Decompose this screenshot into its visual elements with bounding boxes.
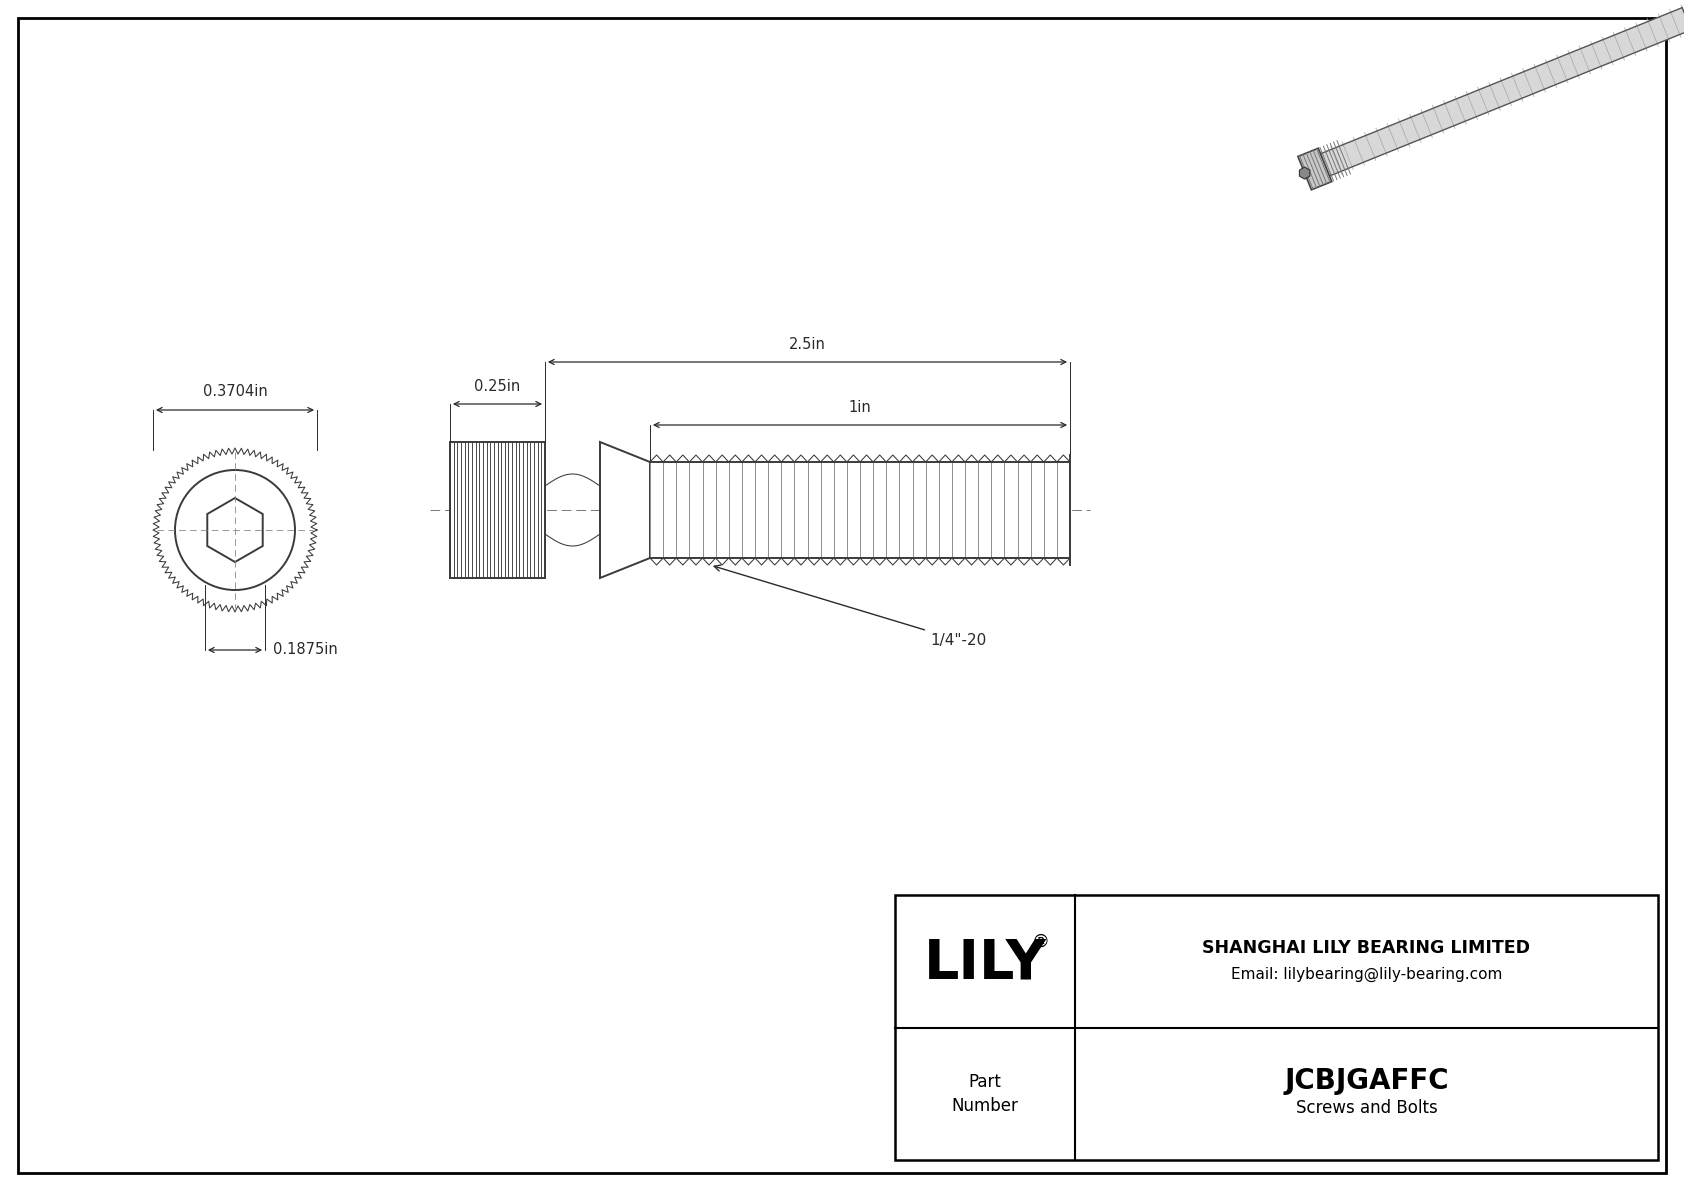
Text: 0.3704in: 0.3704in	[202, 384, 268, 399]
Bar	[450, 442, 546, 578]
Polygon shape	[1298, 148, 1332, 189]
Polygon shape	[1320, 7, 1684, 176]
Text: LILY: LILY	[923, 936, 1046, 990]
Text: 1in: 1in	[849, 400, 871, 414]
Text: SHANGHAI LILY BEARING LIMITED: SHANGHAI LILY BEARING LIMITED	[1202, 940, 1531, 958]
Bar	[650, 462, 1069, 559]
Text: JCBJGAFFC: JCBJGAFFC	[1285, 1067, 1448, 1095]
Circle shape	[175, 470, 295, 590]
Text: 1/4"-20: 1/4"-20	[714, 565, 987, 648]
Text: ®: ®	[1031, 933, 1049, 950]
Polygon shape	[1300, 167, 1310, 179]
Text: 0.1875in: 0.1875in	[273, 642, 338, 657]
Text: Email: lilybearing@lily-bearing.com: Email: lilybearing@lily-bearing.com	[1231, 967, 1502, 981]
Polygon shape	[207, 498, 263, 562]
Bar	[894, 894, 1659, 1160]
Text: Part
Number: Part Number	[951, 1073, 1019, 1115]
Polygon shape	[600, 442, 650, 578]
Polygon shape	[153, 448, 317, 612]
Text: 0.25in: 0.25in	[475, 379, 520, 394]
Text: Screws and Bolts: Screws and Bolts	[1295, 1099, 1438, 1117]
Text: 2.5in: 2.5in	[790, 337, 825, 353]
